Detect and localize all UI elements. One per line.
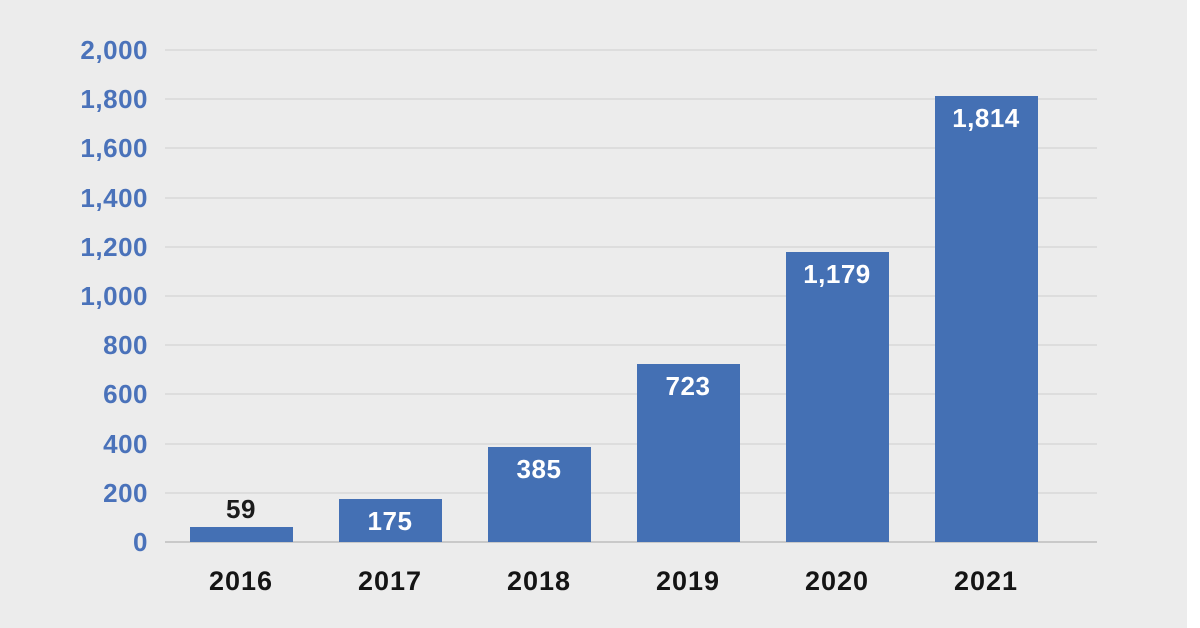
bar-2019 (636, 364, 740, 542)
gridline (165, 49, 1097, 51)
bar-value-label: 385 (516, 454, 562, 485)
y-tick-label: 400 (103, 428, 148, 459)
y-tick-label: 800 (103, 330, 148, 361)
bar-value-label: 1,814 (952, 102, 1020, 133)
x-tick-label: 2021 (953, 566, 1019, 596)
x-tick-label: 2018 (506, 566, 572, 596)
gridline (165, 344, 1097, 347)
x-axis-baseline (165, 541, 1097, 543)
bar-2017 (338, 498, 442, 542)
bar-value-label: 59 (226, 494, 256, 525)
x-tick-label: 2020 (804, 566, 870, 596)
y-tick-label: 600 (103, 379, 148, 410)
gridline (165, 147, 1097, 150)
gridline (165, 393, 1097, 396)
gridline (165, 196, 1097, 199)
y-tick-label: 200 (103, 477, 148, 508)
bar-2021 (934, 95, 1038, 542)
bar-2016 (189, 527, 293, 542)
gridline (165, 491, 1097, 494)
x-tick-label: 2017 (357, 566, 423, 596)
gridline (165, 442, 1097, 445)
y-tick-label: 1,800 (80, 84, 148, 115)
gridline (165, 98, 1097, 101)
y-tick-label: 1,600 (80, 133, 148, 164)
gridline (165, 295, 1097, 297)
bar-value-label: 175 (367, 505, 413, 536)
bar-value-label: 723 (665, 371, 711, 402)
y-tick-label: 2,000 (80, 35, 148, 65)
x-tick-label: 2019 (655, 566, 721, 596)
bar-2018 (487, 447, 591, 542)
gridline (165, 245, 1097, 248)
y-tick-label: 1,200 (80, 231, 148, 262)
bar-value-label: 1,179 (803, 258, 871, 289)
bar-2020 (785, 251, 889, 542)
y-tick-label: 0 (133, 527, 148, 557)
y-tick-label: 1,400 (80, 182, 148, 213)
x-tick-label: 2016 (208, 566, 274, 596)
y-tick-label: 1,000 (80, 281, 148, 311)
